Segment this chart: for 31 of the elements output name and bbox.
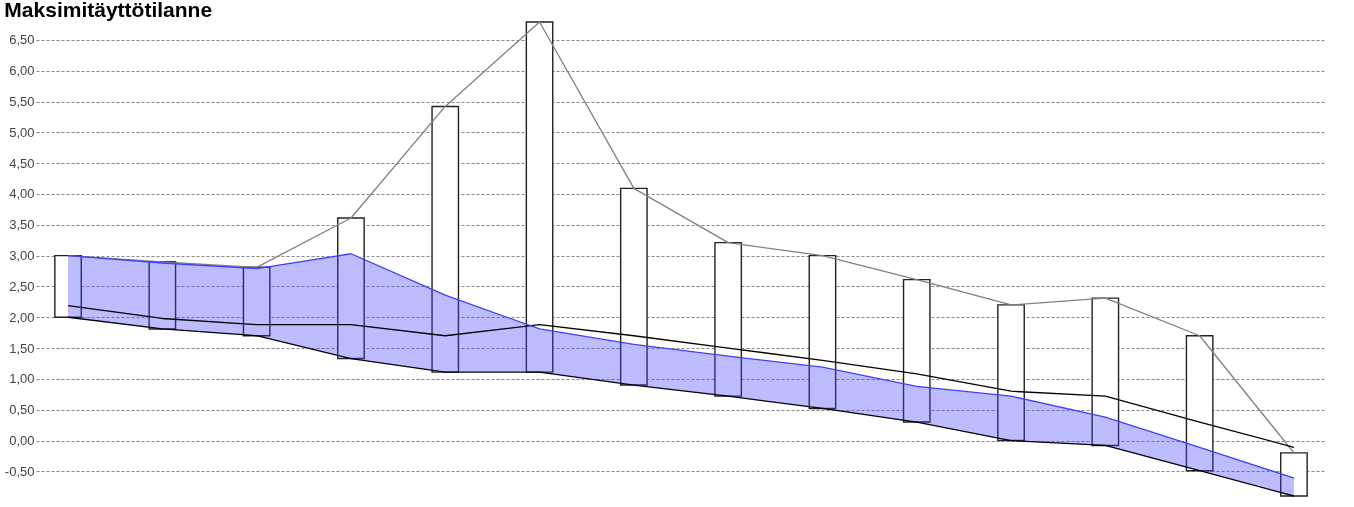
- line-series: [67, 316, 1295, 497]
- bar: [148, 261, 177, 330]
- y-tick-label: 2,50: [9, 278, 35, 294]
- bar: [714, 241, 743, 397]
- y-tick-label: 6,00: [9, 63, 35, 79]
- bar: [337, 217, 365, 360]
- bar: [1091, 297, 1120, 447]
- y-tick-label: 1,50: [9, 340, 35, 356]
- bar: [54, 254, 82, 318]
- bar: [808, 254, 837, 410]
- chart-title: Maksimitäyttötilanne: [4, 0, 213, 22]
- y-tick-label: 4,50: [9, 155, 35, 171]
- y-tick-label: 6,50: [9, 32, 35, 48]
- y-tick-label: 0,50: [9, 402, 35, 418]
- bar: [997, 304, 1025, 442]
- bar: [242, 266, 271, 337]
- y-tick-label: 3,50: [9, 217, 35, 233]
- bar: [1185, 335, 1214, 472]
- y-tick-label: 1,00: [9, 371, 35, 387]
- y-tick-label: 2,00: [9, 309, 35, 325]
- y-tick-label: 0,00: [9, 433, 35, 449]
- bar: [619, 187, 648, 386]
- y-tick-label: 5,00: [9, 124, 35, 140]
- bar: [902, 278, 931, 423]
- y-tick-label: -0,50: [4, 463, 35, 479]
- bar: [525, 21, 554, 373]
- y-tick-label: 4,00: [9, 186, 35, 202]
- bar: [431, 105, 460, 373]
- y-tick-label: 5,50: [9, 94, 35, 110]
- line-series: [67, 304, 1295, 448]
- y-tick-label: 3,00: [9, 248, 35, 264]
